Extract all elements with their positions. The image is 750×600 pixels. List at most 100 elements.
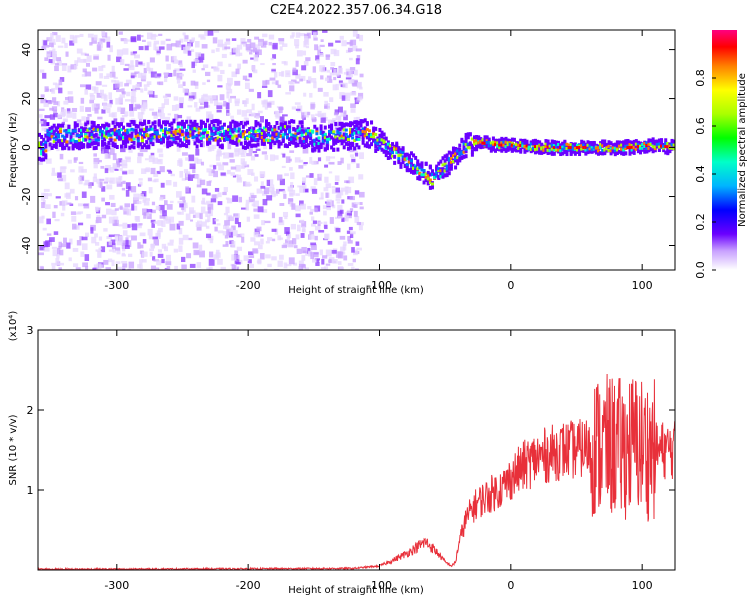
spectrogram-noise-cell — [232, 175, 237, 178]
spectrogram-ridge-cell — [309, 133, 313, 137]
spectrogram-noise-cell — [353, 249, 358, 256]
spectrogram-ridge-cell — [437, 168, 441, 172]
spectrogram-ridge-cell — [208, 123, 212, 128]
spectrogram-noise-cell — [199, 250, 205, 258]
spectrogram-noise-cell — [225, 38, 231, 42]
spectrogram-ridge-cell — [519, 144, 524, 148]
spectrogram-ridge-cell — [201, 132, 205, 137]
spectrogram-noise-cell — [85, 107, 91, 112]
spectrogram-noise-cell — [311, 188, 318, 194]
spectrogram-ridge-cell — [134, 123, 138, 128]
spectrogram-ridge-cell — [42, 142, 46, 146]
spectrogram-noise-cell — [216, 162, 222, 166]
spectrogram-ridge-cell — [46, 133, 50, 138]
spectrogram-noise-cell — [221, 152, 226, 156]
spectrogram-noise-cell — [141, 39, 146, 42]
spectrogram-noise-cell — [114, 208, 119, 211]
spectrogram-ridge-cell — [428, 172, 432, 177]
spectrogram-noise-cell — [125, 182, 131, 190]
spectrogram-ridge-cell — [384, 153, 388, 158]
spectrogram-noise-cell — [228, 98, 232, 103]
spectrogram-ridge-cell — [475, 147, 479, 152]
spectrogram-ridge-cell — [67, 124, 71, 129]
spectrogram-ridge-cell — [624, 151, 628, 156]
spectrogram-ridge-cell — [340, 134, 344, 138]
spectrogram-ridge-cell — [496, 144, 500, 148]
spectrogram-noise-cell — [206, 79, 211, 83]
spectrogram-noise-cell — [309, 211, 313, 215]
spectrogram-ridge-cell — [302, 144, 306, 149]
spectrogram-ridge-cell — [304, 129, 308, 133]
spectrogram-noise-cell — [53, 101, 59, 105]
spectrogram-noise-cell — [217, 192, 222, 198]
spectrogram-noise-cell — [81, 243, 88, 251]
spectrogram-noise-cell — [259, 171, 266, 178]
spectrogram-noise-cell — [323, 187, 329, 192]
spectrogram-ridge-cell — [361, 137, 365, 142]
spectrogram-noise-cell — [324, 164, 329, 168]
spectrogram-ridge-cell — [346, 146, 350, 151]
spectrogram-noise-cell — [311, 78, 317, 83]
spectrogram-ridge-cell — [662, 148, 666, 153]
spectrogram-ridge-cell — [40, 157, 44, 162]
spectrogram-ridge-cell — [132, 137, 136, 141]
spectrogram-noise-cell — [179, 203, 184, 208]
spectrogram-noise-cell — [102, 84, 108, 87]
spectrogram-ridge-cell — [180, 133, 184, 137]
spectrogram-noise-cell — [43, 40, 48, 46]
spectrogram-noise-cell — [124, 83, 129, 87]
spectrogram-noise-cell — [283, 61, 288, 66]
spectrogram-noise-cell — [245, 199, 250, 204]
spectrogram-noise-cell — [354, 215, 360, 223]
colorbar-tick-label: 0.2 — [694, 213, 707, 231]
spectrogram-ridge-cell — [126, 128, 130, 132]
spectrogram-noise-cell — [151, 222, 155, 228]
spectrogram-ridge-cell — [382, 139, 386, 143]
spectrogram-noise-cell — [340, 112, 346, 117]
spectrogram-noise-cell — [341, 95, 346, 101]
spectrogram-ridge-cell — [426, 170, 430, 175]
spectrogram-ridge-cell — [107, 145, 111, 150]
spectrogram-noise-cell — [213, 100, 219, 106]
spectrogram-ridge-cell — [367, 134, 371, 138]
spectrogram-ridge-cell — [527, 147, 531, 151]
spectrogram-ridge-cell — [96, 125, 100, 130]
spectrogram-ridge-cell — [517, 146, 521, 150]
spectrogram-ridge-cell — [304, 139, 308, 144]
spectrogram-noise-cell — [355, 98, 361, 103]
spectrogram-ridge-cell — [101, 139, 105, 144]
spectrogram-ridge-cell — [250, 135, 254, 140]
spectrogram-ridge-cell — [149, 138, 153, 142]
spectrogram-noise-cell — [234, 217, 239, 225]
spectrogram-ridge-cell — [662, 144, 666, 148]
spectrogram-ridge-cell — [124, 136, 128, 141]
spectrogram-ridge-cell — [346, 142, 350, 147]
spectrogram-ridge-cell — [380, 130, 384, 135]
spectrogram-noise-cell — [109, 45, 113, 53]
spectrogram-ridge-cell — [569, 148, 573, 153]
spectrogram-noise-cell — [199, 106, 205, 109]
spectrogram-ridge-cell — [405, 167, 409, 172]
spectrogram-ridge-cell — [668, 149, 672, 154]
spectrogram-ridge-cell — [195, 128, 199, 132]
spectrogram-ridge-cell — [491, 136, 495, 141]
spectrogram-ridge-cell — [628, 143, 632, 147]
spectrogram-ridge-cell — [481, 141, 486, 145]
spectrogram-noise-cell — [235, 49, 241, 57]
spectrogram-ridge-cell — [561, 147, 565, 151]
spectrogram-ridge-cell — [447, 157, 451, 161]
spectrogram-noise-cell — [109, 177, 115, 184]
spectrogram-ridge-cell — [101, 142, 105, 147]
spectrogram-noise-cell — [253, 69, 258, 74]
spectrogram-ridge-cell — [147, 128, 151, 132]
spectrogram-noise-cell — [146, 32, 153, 40]
spectrogram-ridge-cell — [119, 133, 123, 137]
spectrogram-ridge-cell — [536, 142, 540, 147]
spectrogram-ridge-cell — [258, 132, 262, 137]
spectrogram-noise-cell — [279, 178, 285, 186]
spectrogram-ridge-cell — [279, 126, 283, 130]
spectrogram-noise-cell — [173, 69, 177, 77]
spectrogram-noise-cell — [254, 113, 260, 118]
spectrogram-noise-cell — [76, 212, 82, 215]
spectrogram-ridge-cell — [592, 140, 596, 145]
